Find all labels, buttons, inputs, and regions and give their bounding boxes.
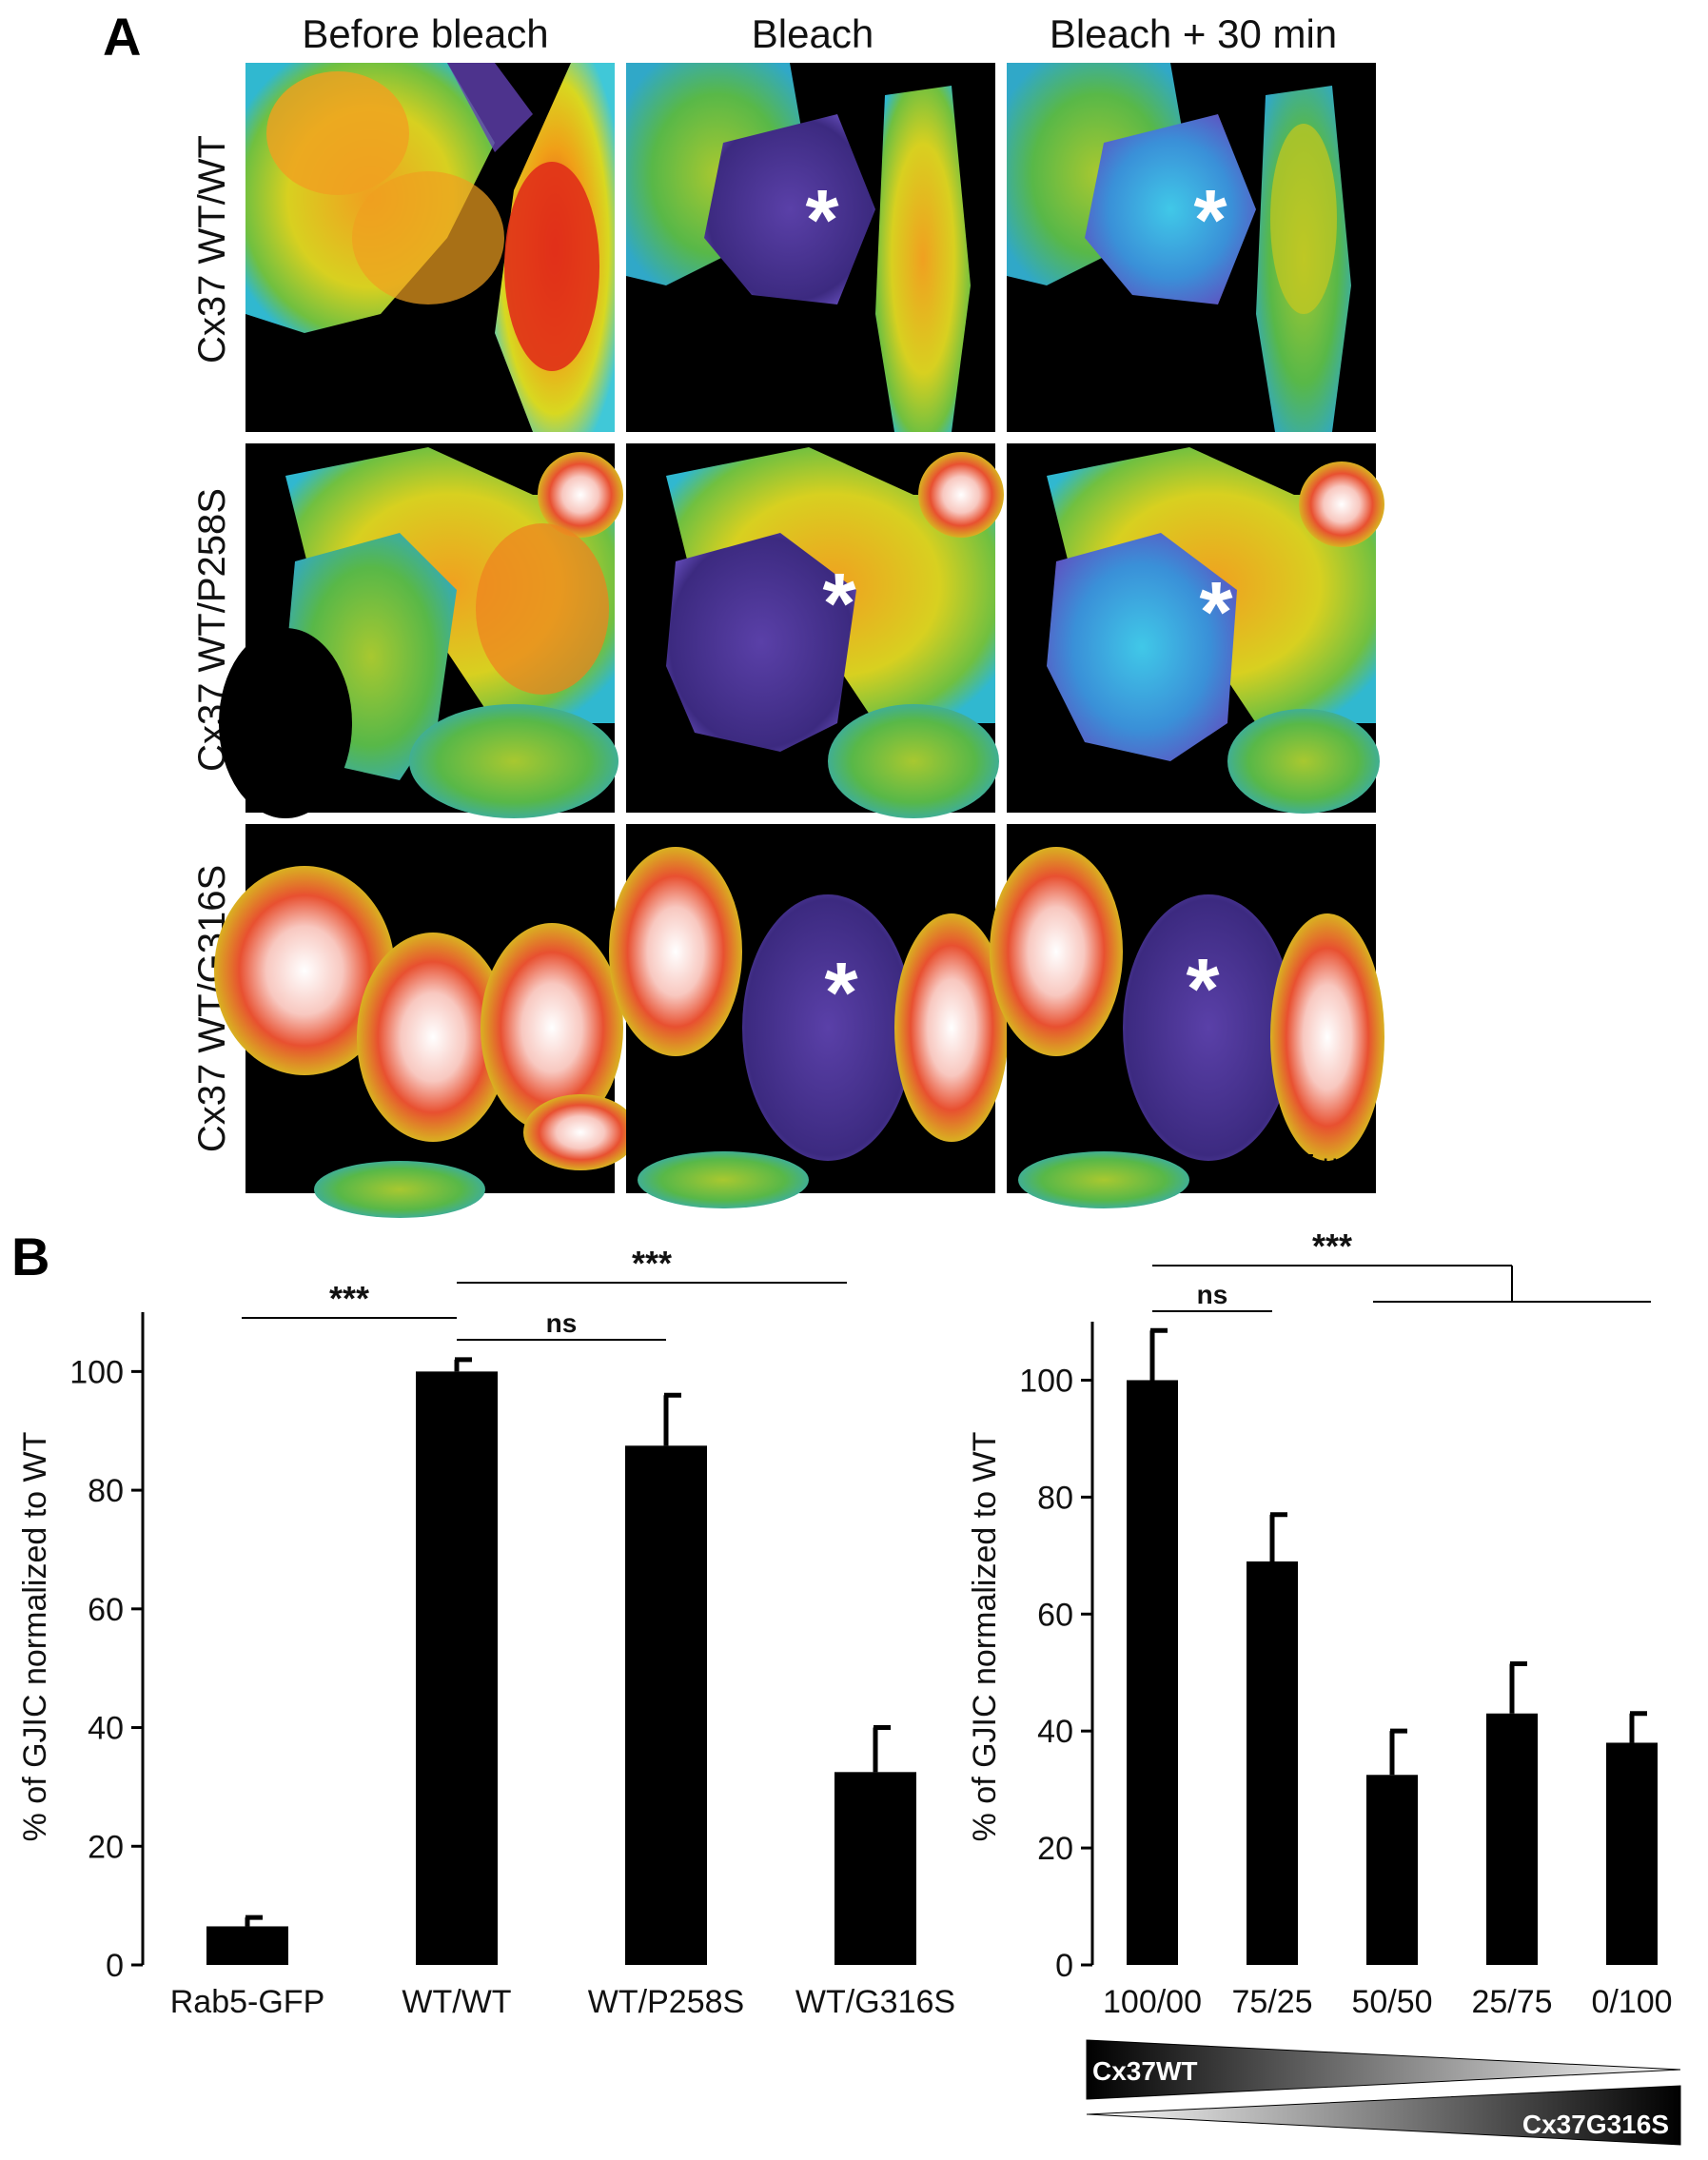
chart-right: % of GJIC normalized to WT 020406080100 … <box>967 1227 1673 2020</box>
y-tick-label: 0 <box>106 1948 124 1984</box>
panel-a-letter: A <box>103 7 141 67</box>
bar <box>1127 1380 1178 1965</box>
asterisk-wt-p258s-bleach: * <box>822 557 855 652</box>
image-wt-wt-recovery <box>1007 63 1376 432</box>
x-tick-label: 25/75 <box>1471 1984 1552 2020</box>
x-tick-label: WT/G316S <box>795 1984 955 2020</box>
y-tick-label: 100 <box>1019 1363 1073 1399</box>
gradient-label-cx37wt: Cx37WT <box>1092 2056 1197 2086</box>
significance-label: ns <box>1197 1280 1228 1309</box>
y-tick-label: 40 <box>88 1711 124 1747</box>
significance-label: *** <box>329 1279 369 1318</box>
asterisk-wt-g316s-recovery: * <box>1186 942 1219 1037</box>
image-wt-p258s-before <box>219 443 623 818</box>
bar <box>416 1371 498 1965</box>
panel-b-letter: B <box>11 1227 49 1286</box>
image-wt-g316s-before <box>214 824 638 1218</box>
x-tick-label: Rab5-GFP <box>170 1984 325 2020</box>
scale-bar-label: 5 μm <box>1301 1149 1361 1178</box>
gradient-cx37wt: Cx37WT <box>1086 2039 1681 2100</box>
significance-label: *** <box>632 1244 672 1283</box>
gradient-label-cx37g316s: Cx37G316S <box>1522 2110 1669 2139</box>
image-wt-wt-bleach <box>626 63 995 432</box>
y-tick-label: 80 <box>1037 1480 1073 1516</box>
y-tick-label: 100 <box>69 1354 124 1390</box>
column-title-bleach-30min: Bleach + 30 min <box>1050 11 1337 56</box>
x-tick-label: 0/100 <box>1591 1984 1672 2020</box>
scale-bar: 5 μm <box>1294 1149 1366 1188</box>
chart-left-y-axis-label: % of GJIC normalized to WT <box>17 1432 53 1842</box>
column-title-bleach: Bleach <box>752 11 874 56</box>
asterisk-wt-g316s-bleach: * <box>824 946 857 1041</box>
column-title-before-bleach: Before bleach <box>302 11 548 56</box>
image-wt-wt-before <box>245 63 615 432</box>
x-tick-label: WT/WT <box>402 1984 511 2020</box>
x-tick-label: 100/00 <box>1103 1984 1202 2020</box>
image-wt-g316s-recovery <box>990 824 1384 1208</box>
bar <box>1247 1561 1298 1965</box>
x-tick-label: 75/25 <box>1231 1984 1312 2020</box>
x-tick-label: 50/50 <box>1351 1984 1432 2020</box>
bar <box>206 1926 288 1965</box>
asterisk-wt-wt-recovery: * <box>1193 173 1227 268</box>
image-wt-p258s-recovery <box>1007 443 1384 814</box>
y-tick-label: 20 <box>1037 1831 1073 1867</box>
x-tick-label: WT/P258S <box>588 1984 744 2020</box>
y-tick-label: 60 <box>88 1592 124 1628</box>
bar <box>1606 1742 1658 1965</box>
bar <box>834 1772 916 1965</box>
image-wt-p258s-bleach <box>626 443 1004 818</box>
gradient-cx37g316s: Cx37G316S <box>1086 2085 1681 2146</box>
row-label-wt-wt: Cx37 WT/WT <box>191 135 233 363</box>
significance-label: *** <box>1312 1227 1352 1266</box>
asterisk-wt-wt-bleach: * <box>805 173 838 268</box>
y-tick-label: 40 <box>1037 1714 1073 1750</box>
asterisk-wt-p258s-recovery: * <box>1199 565 1232 660</box>
bar <box>1486 1713 1538 1965</box>
y-tick-label: 0 <box>1055 1948 1073 1984</box>
y-tick-label: 80 <box>88 1473 124 1509</box>
chart-right-y-axis-label: % of GJIC normalized to WT <box>967 1432 1003 1842</box>
image-wt-g316s-bleach <box>609 824 1009 1208</box>
y-tick-label: 60 <box>1037 1597 1073 1633</box>
bar <box>625 1445 707 1965</box>
significance-label: ns <box>546 1308 578 1338</box>
chart-left: % of GJIC normalized to WT 020406080100 … <box>17 1244 955 2020</box>
bar <box>1366 1775 1418 1965</box>
y-tick-label: 20 <box>88 1829 124 1865</box>
